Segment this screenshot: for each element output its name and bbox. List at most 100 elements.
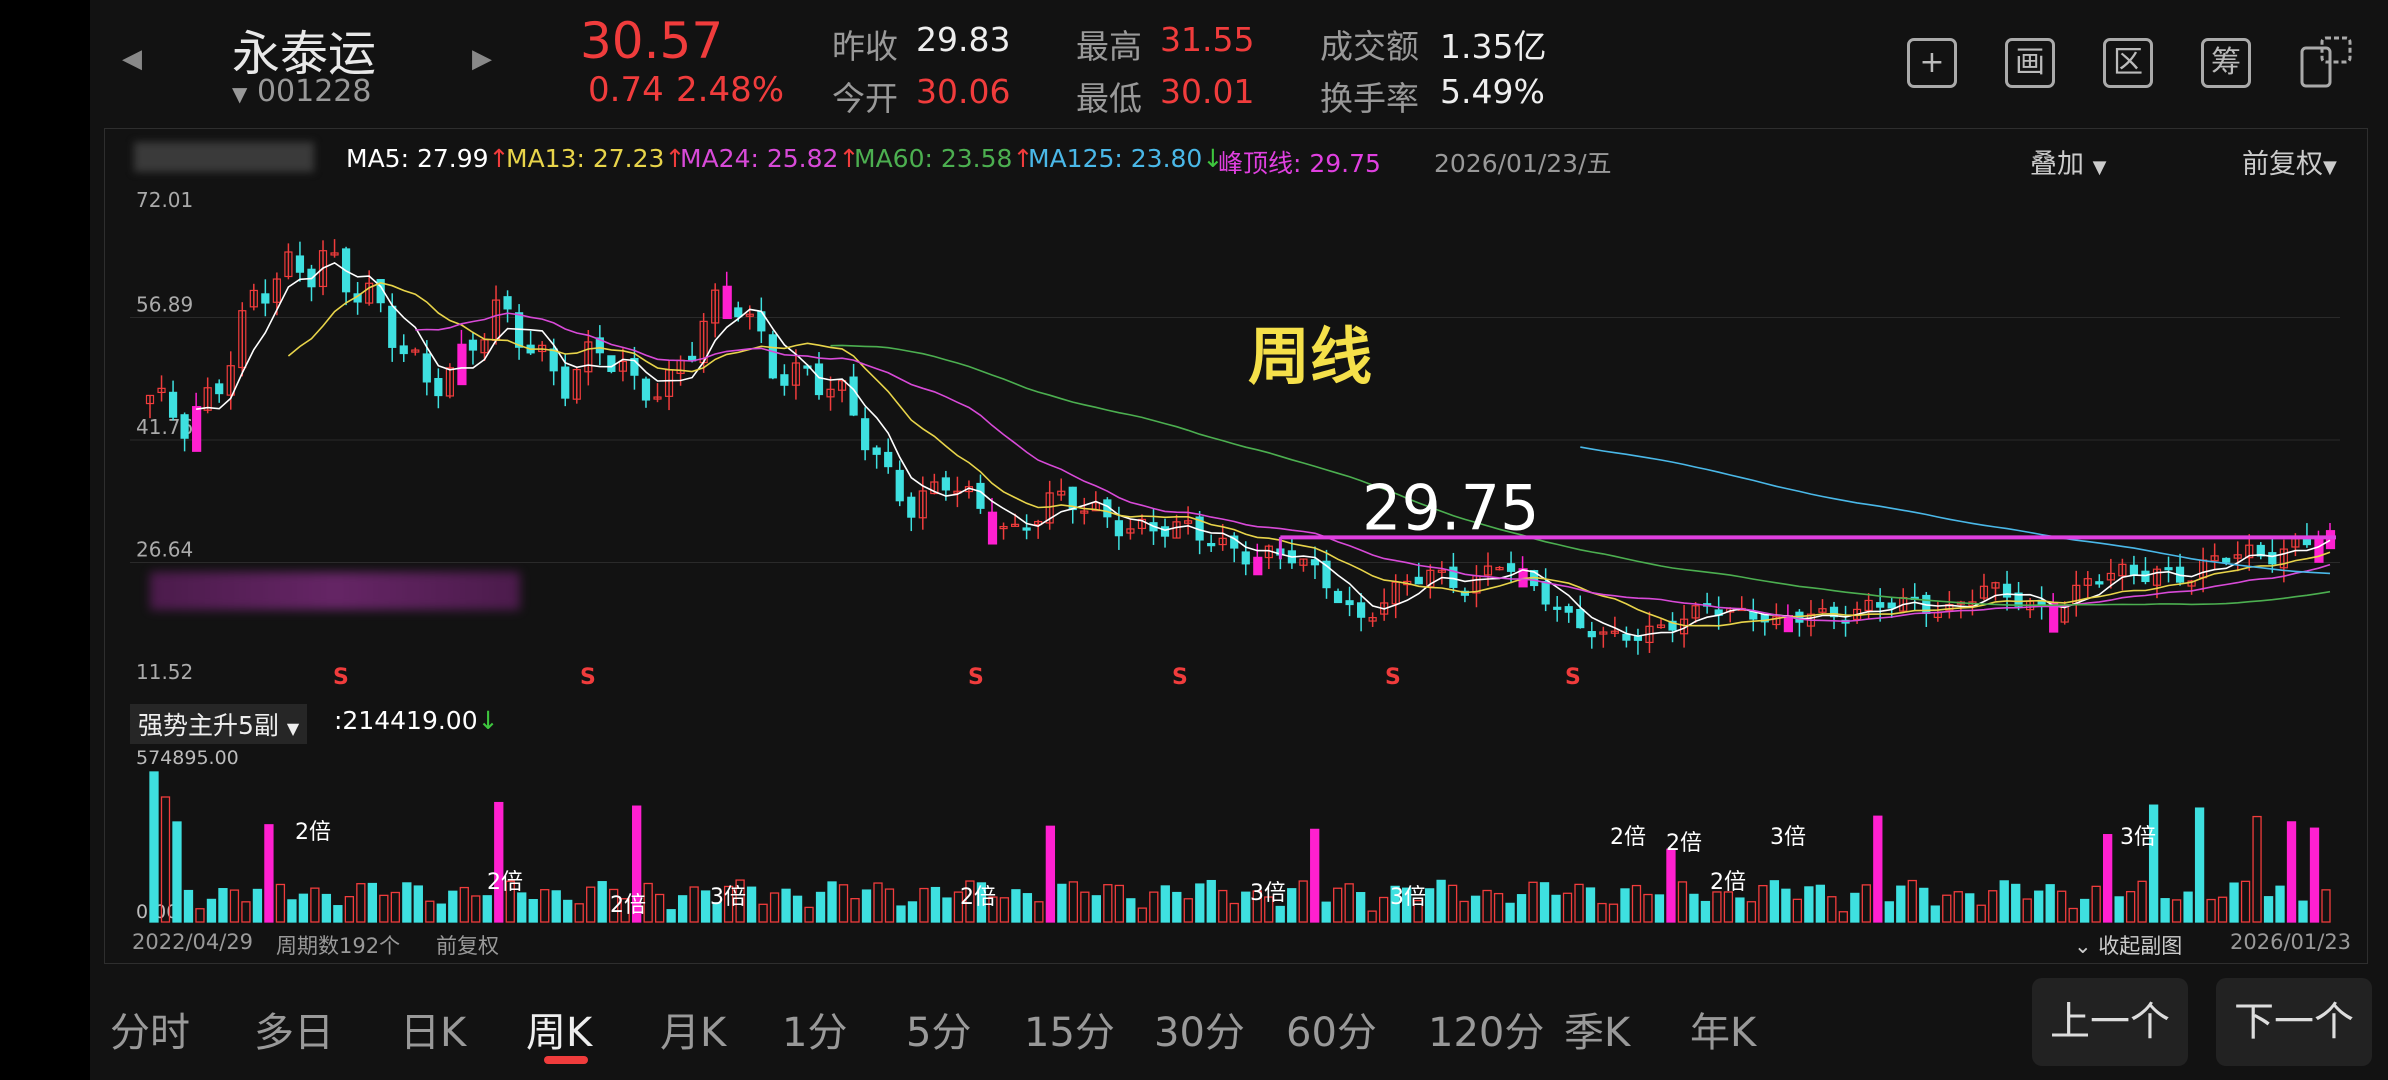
y-tick-label: 11.52 bbox=[136, 660, 193, 684]
candle-body bbox=[2129, 564, 2139, 576]
volume-bar bbox=[494, 801, 504, 923]
candle-body bbox=[630, 357, 639, 376]
collapse-subchart-button[interactable]: ⌄ 收起副图 bbox=[2074, 930, 2182, 960]
volume-bar bbox=[999, 897, 1010, 923]
adjust-dropdown[interactable]: 前复权▼ bbox=[2242, 142, 2337, 181]
volume-bar bbox=[287, 899, 297, 923]
tab-10[interactable]: 60分 bbox=[1286, 1010, 1377, 1056]
volume-bar bbox=[746, 886, 757, 923]
candle-body bbox=[422, 353, 431, 383]
volume-bar bbox=[1160, 885, 1170, 923]
volume-bar bbox=[390, 891, 400, 923]
volume-bar bbox=[827, 881, 837, 923]
candle-body bbox=[1333, 590, 1343, 604]
overlay-dropdown[interactable]: 叠加 ▼ bbox=[2030, 142, 2106, 181]
tab-5[interactable]: 月K bbox=[660, 1010, 727, 1056]
chips-icon[interactable]: 筹 bbox=[2201, 38, 2251, 88]
volume-bar bbox=[2057, 890, 2067, 923]
candle-body bbox=[861, 418, 870, 451]
candle-body bbox=[1876, 602, 1885, 608]
range-icon[interactable]: 区 bbox=[2103, 38, 2153, 88]
prev-stock-button[interactable]: 上一个 bbox=[2032, 978, 2188, 1066]
tab-1[interactable]: 分时 bbox=[110, 1010, 190, 1056]
volume-bar bbox=[1390, 885, 1400, 923]
volume-bar bbox=[758, 903, 768, 923]
candle-body bbox=[1057, 490, 1066, 496]
sell-signal-marker: S bbox=[333, 665, 349, 690]
volume-bar bbox=[586, 886, 596, 923]
overlay-label: 叠加 bbox=[2030, 149, 2084, 180]
next-stock-button[interactable]: 下一个 bbox=[2216, 978, 2372, 1066]
volume-bar bbox=[1873, 815, 1883, 923]
tab-3[interactable]: 日K bbox=[400, 1010, 467, 1056]
candle-body bbox=[561, 366, 570, 399]
indicator-dropdown[interactable]: 强势主升5副 ▼ bbox=[130, 704, 308, 744]
down-arrow-icon: ↓ bbox=[477, 706, 499, 735]
candle-body bbox=[2222, 557, 2231, 563]
tab-9[interactable]: 30分 bbox=[1154, 1010, 1245, 1056]
volume-multiple-label: 2倍 bbox=[960, 885, 996, 910]
candle-body bbox=[1553, 606, 1562, 610]
candle-body bbox=[2256, 544, 2265, 557]
tab-4[interactable]: 周K bbox=[526, 1010, 593, 1056]
volume-bar bbox=[1551, 894, 1561, 923]
low-label: 最低 bbox=[1076, 79, 1142, 118]
candle-body bbox=[549, 348, 558, 372]
candle-body bbox=[734, 307, 743, 318]
volume-bar bbox=[1861, 884, 1871, 923]
volume-bar bbox=[160, 796, 171, 923]
tab-13[interactable]: 年K bbox=[1690, 1010, 1757, 1056]
volume-bar bbox=[367, 882, 377, 923]
candle-body bbox=[2083, 578, 2092, 586]
volume-bar bbox=[1022, 893, 1033, 923]
tab-11[interactable]: 120分 bbox=[1428, 1010, 1545, 1056]
tab-8[interactable]: 15分 bbox=[1024, 1010, 1115, 1056]
candle-body bbox=[2279, 548, 2288, 569]
candle-body bbox=[145, 394, 155, 405]
ma60-legend: MA60: 23.58↑ bbox=[854, 144, 1033, 173]
volume-bar bbox=[344, 895, 355, 923]
candle-body bbox=[2002, 583, 2012, 598]
volume-bar bbox=[930, 886, 941, 923]
high-value: 31.55 bbox=[1160, 20, 1255, 59]
volume-bar bbox=[1781, 888, 1791, 923]
candle-body bbox=[722, 285, 732, 320]
candle-body bbox=[941, 477, 950, 491]
prev-stock-arrow-icon[interactable]: ◀ bbox=[122, 44, 142, 74]
up-arrow-icon: ↑ bbox=[838, 144, 860, 173]
volume-bar bbox=[1436, 879, 1446, 923]
candle-body bbox=[261, 293, 270, 304]
ma13-text: MA13: 27.23 bbox=[506, 144, 665, 173]
volume-bar bbox=[448, 890, 458, 923]
candle-body bbox=[192, 406, 202, 452]
draw-icon[interactable]: 画 bbox=[2005, 38, 2055, 88]
volume-bar bbox=[505, 880, 515, 923]
volume-bar bbox=[298, 893, 309, 923]
tab-7[interactable]: 5分 bbox=[906, 1010, 972, 1056]
volume-bar bbox=[1080, 891, 1090, 923]
candle-body bbox=[745, 313, 754, 317]
volume-bar bbox=[1172, 891, 1182, 923]
candle-body bbox=[1576, 608, 1585, 629]
volume-multiple-label: 3倍 bbox=[1250, 881, 1286, 906]
volume-bar bbox=[976, 882, 987, 923]
y-tick-label: 56.89 bbox=[136, 292, 193, 316]
next-stock-arrow-icon[interactable]: ▶ bbox=[472, 44, 492, 74]
tab-12[interactable]: 季K bbox=[1564, 1010, 1631, 1056]
candle-body bbox=[826, 388, 835, 398]
rotate-screen-icon[interactable] bbox=[2298, 34, 2354, 90]
candle-body bbox=[711, 289, 720, 324]
candle-body bbox=[884, 451, 893, 468]
volume-bar bbox=[1723, 891, 1734, 923]
plus-icon[interactable]: + bbox=[1907, 38, 1957, 88]
candle-body bbox=[1599, 631, 1608, 635]
volume-bar bbox=[1470, 895, 1481, 923]
volume-bar bbox=[1746, 901, 1757, 923]
tab-2[interactable]: 多日 bbox=[254, 1010, 334, 1056]
stock-code-selector[interactable]: ▼ 001228 bbox=[232, 74, 371, 109]
volume-bar bbox=[1884, 901, 1894, 923]
tab-6[interactable]: 1分 bbox=[782, 1010, 848, 1056]
candle-body bbox=[1253, 556, 1263, 576]
